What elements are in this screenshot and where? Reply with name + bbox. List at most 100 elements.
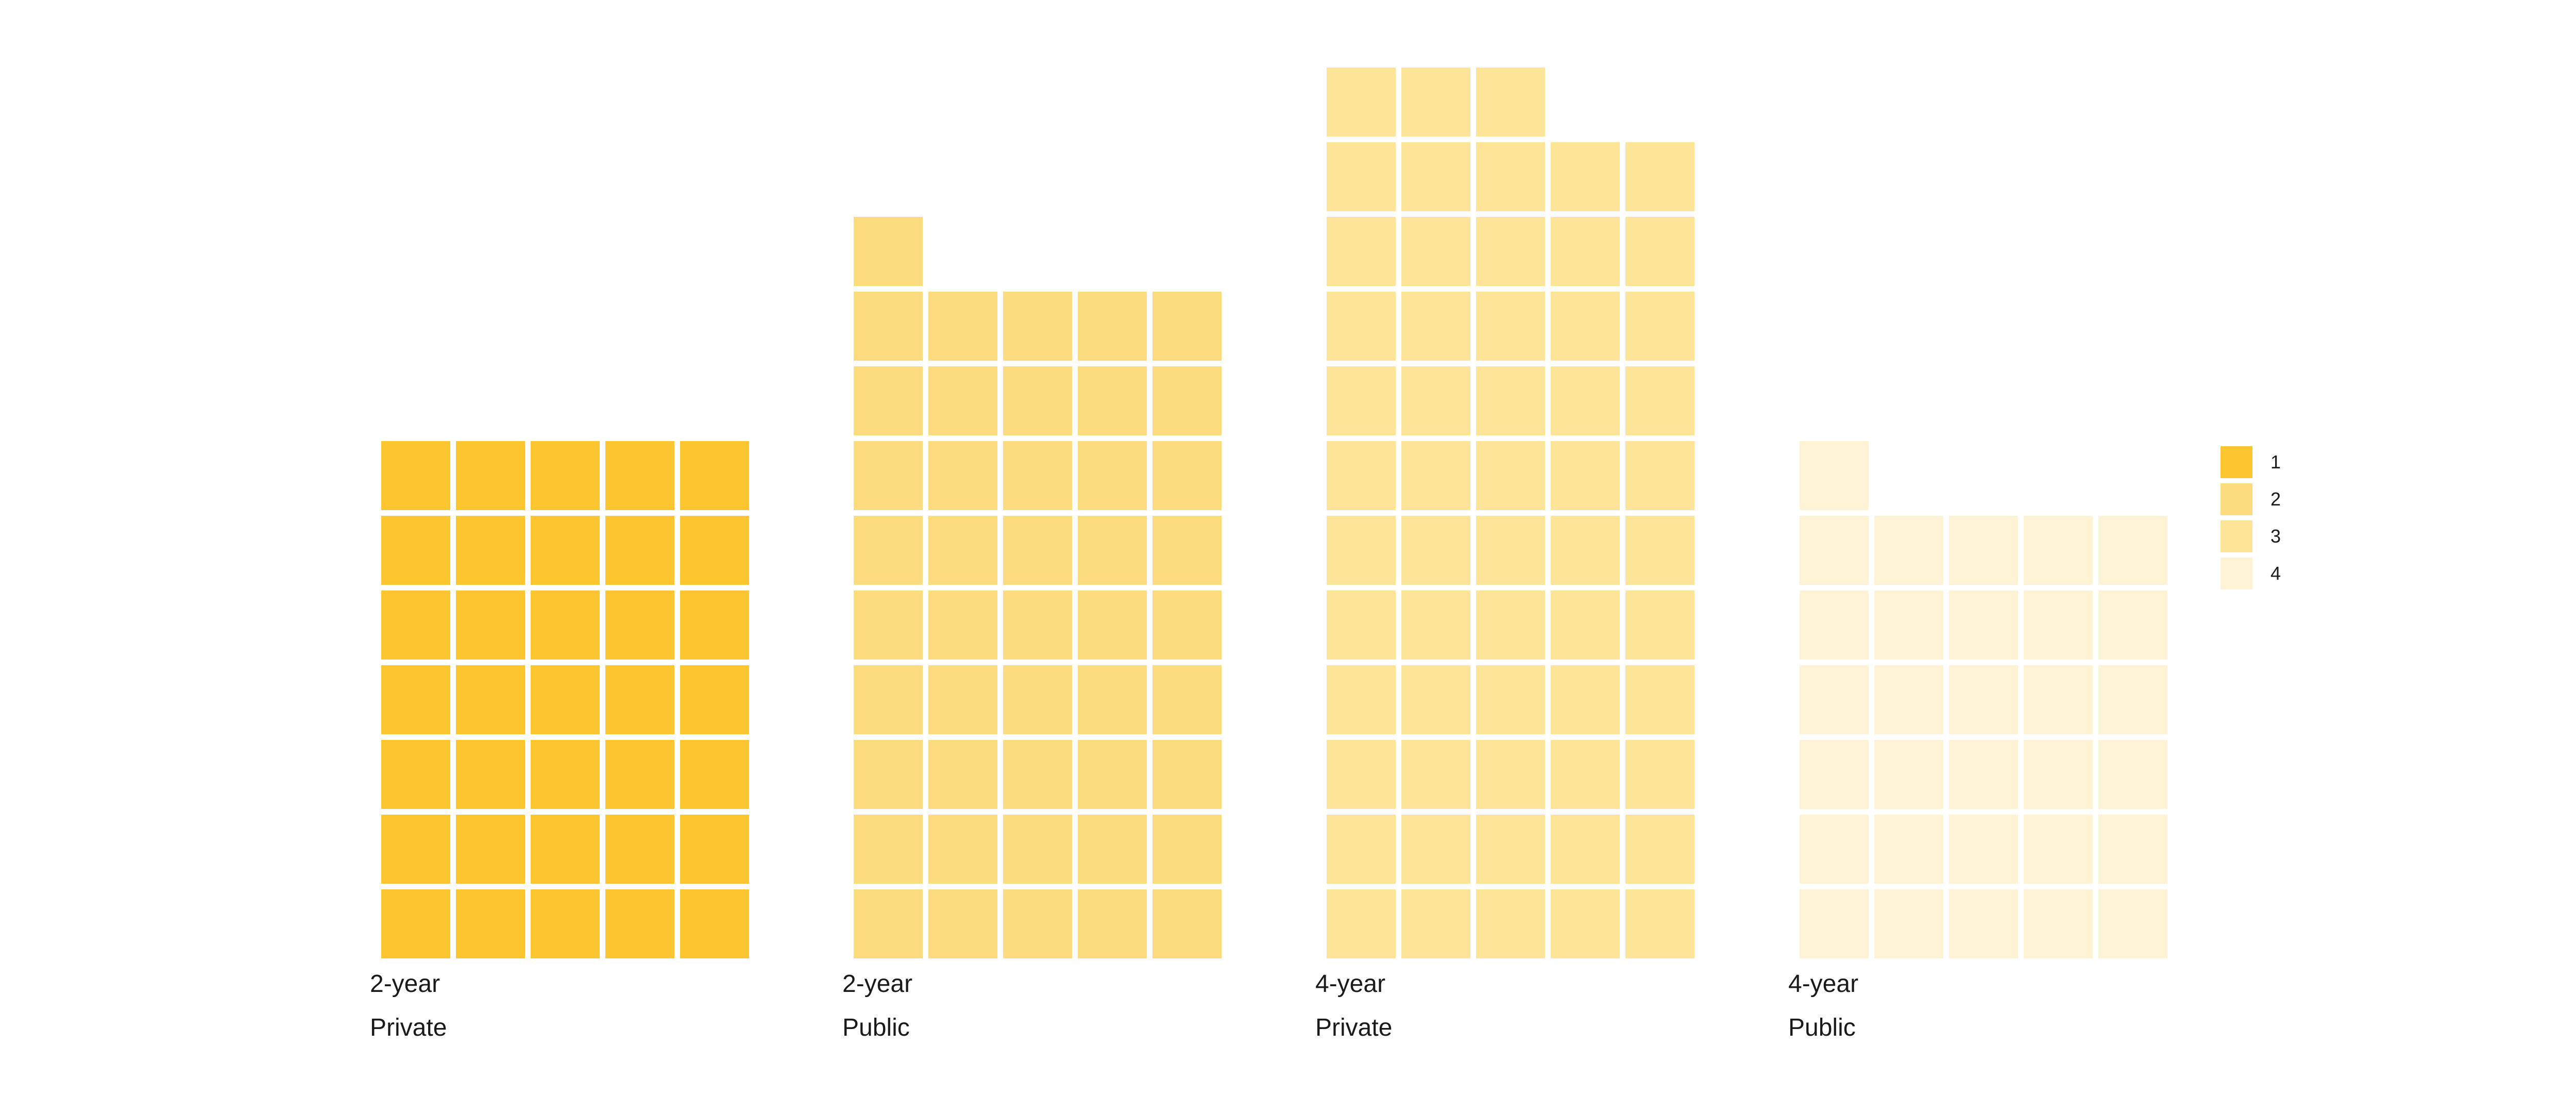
waffle-cell bbox=[1003, 740, 1072, 809]
waffle-cell bbox=[928, 665, 997, 734]
waffle-cell bbox=[1949, 740, 2018, 809]
waffle-cell bbox=[1874, 591, 1943, 660]
waffle-cell bbox=[1078, 815, 1147, 884]
waffle-cell bbox=[680, 441, 749, 510]
waffle-cell bbox=[1949, 516, 2018, 585]
waffle-cell bbox=[854, 889, 923, 958]
waffle-cell bbox=[1800, 441, 1869, 510]
waffle-cell bbox=[2024, 591, 2093, 660]
waffle-cell bbox=[854, 815, 923, 884]
waffle-cell bbox=[531, 516, 600, 585]
legend-swatch bbox=[2221, 483, 2252, 515]
waffle-cell bbox=[928, 366, 997, 435]
waffle-cell bbox=[1874, 665, 1943, 734]
waffle-cell bbox=[1003, 516, 1072, 585]
waffle-cell bbox=[1800, 516, 1869, 585]
waffle-cell bbox=[1800, 591, 1869, 660]
waffle-cell bbox=[1401, 292, 1470, 361]
waffle-cell bbox=[1401, 665, 1470, 734]
waffle-cell bbox=[1625, 366, 1694, 435]
waffle-cell bbox=[1551, 740, 1620, 809]
waffle-cell bbox=[1327, 665, 1396, 734]
legend-label: 3 bbox=[2270, 526, 2281, 547]
waffle-cell bbox=[1401, 889, 1470, 958]
waffle-cell bbox=[1625, 815, 1694, 884]
waffle-cell bbox=[531, 889, 600, 958]
waffle-cell bbox=[531, 665, 600, 734]
waffle-cell bbox=[1153, 591, 1222, 660]
waffle-cell bbox=[928, 815, 997, 884]
waffle-cell bbox=[1874, 889, 1943, 958]
waffle-cell bbox=[1003, 815, 1072, 884]
legend: 1 2 3 4 bbox=[2221, 446, 2281, 589]
waffle-panel-2: 2-year Public bbox=[842, 217, 1222, 1041]
legend-swatch bbox=[2221, 446, 2252, 478]
waffle-cell bbox=[2098, 591, 2167, 660]
waffle-cell bbox=[1800, 889, 1869, 958]
waffle-cell bbox=[1327, 292, 1396, 361]
waffle-cell bbox=[1327, 516, 1396, 585]
waffle-cell bbox=[381, 889, 450, 958]
waffle-cell bbox=[1327, 591, 1396, 660]
panel-label-line2: Private bbox=[370, 1014, 447, 1041]
waffle-cell bbox=[2098, 665, 2167, 734]
waffle-cell bbox=[531, 740, 600, 809]
waffle-cell bbox=[1800, 740, 1869, 809]
waffle-cell bbox=[928, 740, 997, 809]
waffle-cell bbox=[381, 516, 450, 585]
waffle-cell bbox=[2098, 889, 2167, 958]
waffle-cell bbox=[531, 815, 600, 884]
waffle-cell bbox=[1800, 815, 1869, 884]
panel-label-line1: 2-year bbox=[842, 970, 912, 998]
waffle-cell bbox=[2098, 740, 2167, 809]
waffle-cell bbox=[1949, 591, 2018, 660]
waffle-cell bbox=[1476, 68, 1545, 137]
waffle-cell bbox=[1476, 665, 1545, 734]
waffle-cell bbox=[1476, 366, 1545, 435]
waffle-cell bbox=[605, 815, 674, 884]
waffle-cell bbox=[1401, 516, 1470, 585]
waffle-cell bbox=[1153, 441, 1222, 510]
panel-label-line1: 4-year bbox=[1315, 970, 1385, 998]
waffle-cell bbox=[1078, 292, 1147, 361]
waffle-cell bbox=[1153, 815, 1222, 884]
waffle-cell bbox=[1551, 516, 1620, 585]
waffle-cell bbox=[1874, 815, 1943, 884]
waffle-cell bbox=[1327, 142, 1396, 211]
waffle-cell bbox=[1551, 441, 1620, 510]
waffle-cell bbox=[680, 591, 749, 660]
waffle-cell bbox=[1327, 68, 1396, 137]
waffle-cell bbox=[1551, 591, 1620, 660]
waffle-cell bbox=[531, 591, 600, 660]
waffle-cell bbox=[1551, 217, 1620, 286]
waffle-cell bbox=[1551, 292, 1620, 361]
waffle-cell bbox=[928, 591, 997, 660]
waffle-cell bbox=[456, 889, 525, 958]
waffle-cell bbox=[854, 366, 923, 435]
legend-item-4: 4 bbox=[2221, 558, 2281, 589]
waffle-cell bbox=[1153, 889, 1222, 958]
waffle-cell bbox=[1003, 366, 1072, 435]
waffle-cell bbox=[381, 665, 450, 734]
legend-label: 1 bbox=[2270, 451, 2281, 473]
waffle-cell bbox=[1153, 516, 1222, 585]
waffle-cell bbox=[1476, 815, 1545, 884]
waffle-cell bbox=[1153, 665, 1222, 734]
waffle-cell bbox=[1625, 740, 1694, 809]
panel-label-line2: Private bbox=[1315, 1014, 1392, 1041]
waffle-cell bbox=[1551, 815, 1620, 884]
waffle-cell bbox=[928, 889, 997, 958]
waffle-cell bbox=[1003, 292, 1072, 361]
waffle-cell bbox=[531, 441, 600, 510]
waffle-cell bbox=[1476, 516, 1545, 585]
waffle-cell bbox=[1476, 740, 1545, 809]
waffle-cell bbox=[605, 889, 674, 958]
waffle-cell bbox=[456, 665, 525, 734]
waffle-cell bbox=[1078, 516, 1147, 585]
waffle-cell bbox=[854, 441, 923, 510]
panel-label-line1: 2-year bbox=[370, 970, 440, 998]
legend-label: 2 bbox=[2270, 488, 2281, 510]
waffle-cell bbox=[1949, 815, 2018, 884]
waffle-cell bbox=[1153, 366, 1222, 435]
waffle-cell bbox=[1153, 740, 1222, 809]
